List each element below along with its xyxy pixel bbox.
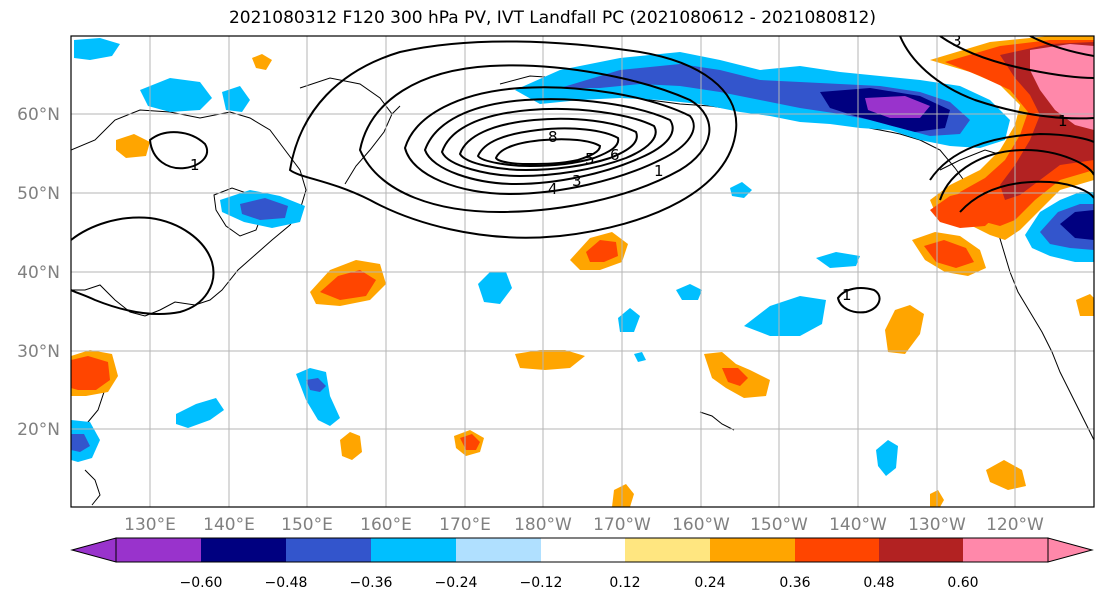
- lon-label: 150°E: [281, 515, 333, 535]
- colorbar-segment: [879, 538, 963, 562]
- colorbar-segment: [795, 538, 879, 562]
- colorbar-segment: [286, 538, 371, 562]
- contour-label: 8: [548, 128, 558, 146]
- contour-label: 6: [610, 146, 620, 164]
- colorbar-tick: −0.36: [350, 575, 393, 591]
- lon-label: 120°W: [986, 515, 1044, 535]
- contour-label: 3: [952, 32, 962, 50]
- colorbar-segments: [115, 537, 1049, 563]
- lat-label-60n: 60°N: [17, 105, 60, 125]
- map-title: 2021080312 F120 300 hPa PV, IVT Landfall…: [228, 8, 876, 28]
- anomaly-fills: [71, 36, 1094, 507]
- lon-label: 140°E: [203, 515, 255, 535]
- contour-label: 1: [190, 156, 200, 174]
- lon-label: 160°E: [360, 515, 412, 535]
- contour-label: 1: [1058, 112, 1068, 130]
- lon-label: 170°W: [593, 515, 651, 535]
- colorbar-segment: [541, 538, 625, 562]
- colorbar-tick: −0.12: [520, 575, 563, 591]
- contour-label: 5: [585, 150, 595, 168]
- colorbar-tick-labels: −0.60 −0.48 −0.36 −0.24 −0.12 0.12 0.24 …: [180, 575, 979, 591]
- lon-label: 160°W: [672, 515, 730, 535]
- colorbar-tick: 0.60: [947, 575, 978, 591]
- contour-label: 1: [842, 286, 852, 304]
- colorbar-segment: [625, 538, 710, 562]
- lon-label: 150°W: [750, 515, 808, 535]
- gridlines: [71, 36, 1094, 507]
- colorbar-tick: 0.24: [694, 575, 725, 591]
- lon-label: 130°E: [124, 515, 176, 535]
- colorbar-max-extension: [1047, 537, 1094, 563]
- plot-frame: [70, 35, 1095, 508]
- colorbar-segment: [116, 538, 201, 562]
- contour-labels: 8 6 5 4 3 1 1 1 3 1: [190, 32, 1068, 304]
- colorbar-segment: [456, 538, 541, 562]
- colorbar-segment: [710, 538, 795, 562]
- contour-label: 1: [654, 162, 664, 180]
- longitude-labels: 130°E 140°E 150°E 160°E 170°E 180°W 170°…: [124, 515, 1044, 535]
- lon-label: 180°W: [514, 515, 572, 535]
- colorbar-tick: −0.48: [265, 575, 308, 591]
- plot-area: 8 6 5 4 3 1 1 1 3 1: [71, 32, 1094, 507]
- colorbar-segment: [371, 538, 456, 562]
- pv-contours: [71, 36, 1094, 316]
- lat-label-30n: 30°N: [17, 342, 60, 362]
- lat-label-50n: 50°N: [17, 184, 60, 204]
- colorbar-tick: 0.12: [609, 575, 640, 591]
- lon-label: 170°E: [439, 515, 491, 535]
- contour-label: 4: [548, 180, 558, 198]
- colorbar-segment: [963, 538, 1048, 562]
- lat-label-40n: 40°N: [17, 263, 60, 283]
- colorbar-tick: 0.48: [863, 575, 894, 591]
- contour-label: 3: [572, 172, 582, 190]
- colorbar-tick: −0.60: [180, 575, 223, 591]
- colorbar: −0.60 −0.48 −0.36 −0.24 −0.12 0.12 0.24 …: [70, 537, 1094, 591]
- colorbar-tick: −0.24: [435, 575, 478, 591]
- lon-label: 140°W: [829, 515, 887, 535]
- lon-label: 130°W: [908, 515, 966, 535]
- colorbar-segment: [201, 538, 286, 562]
- latitude-labels: 60°N 50°N 40°N 30°N 20°N: [17, 105, 60, 440]
- lat-label-20n: 20°N: [17, 420, 60, 440]
- colorbar-min-extension: [70, 537, 117, 563]
- colorbar-tick: 0.36: [779, 575, 810, 591]
